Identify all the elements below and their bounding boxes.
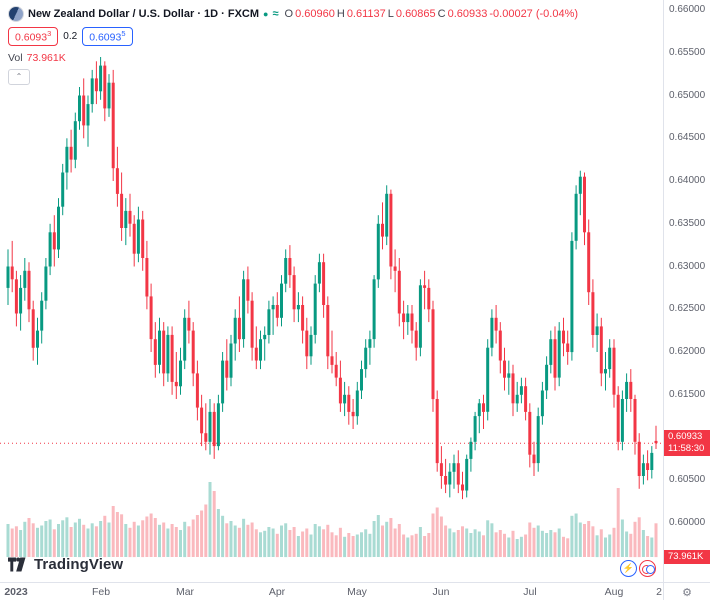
chart-legend: New Zealand Dollar / U.S. Dollar · 1D · …: [8, 6, 578, 85]
brand-text: TradingView: [34, 556, 124, 573]
high-label: H: [336, 8, 345, 20]
last-price-flag: 0.60933 11:58:30: [664, 430, 710, 456]
lightning-icon: ⚡: [622, 563, 635, 573]
quick-trade-button[interactable]: ⚡: [620, 560, 637, 577]
price-tick: 0.62000: [669, 346, 706, 357]
last-price-value: 0.60933: [668, 431, 703, 442]
price-tick: 0.64000: [669, 175, 706, 186]
price-tick: 0.60500: [669, 474, 706, 485]
low-label: L: [387, 8, 394, 20]
price-tick: 0.60000: [669, 517, 706, 528]
spread-value: 0.2: [63, 30, 78, 42]
price-tick: 0.64500: [669, 132, 706, 143]
price-axis[interactable]: 0.60933 11:58:30 73.961K 0.66000 0.65500 0…: [663, 0, 710, 582]
instrument-logo: [8, 6, 24, 22]
price-tick: 0.65000: [669, 90, 706, 101]
volume-value: 73.961K: [26, 51, 66, 64]
collapse-legend-button[interactable]: ⌃: [8, 68, 30, 85]
time-tick: 2: [656, 586, 662, 598]
price-tick: 0.65500: [669, 47, 706, 58]
time-tick: Jul: [523, 586, 537, 598]
bid-price-sup: 3: [47, 29, 52, 38]
price-tick: 0.61500: [669, 389, 706, 400]
price-tick: 0.66000: [669, 4, 706, 15]
tradingview-logo-icon: [8, 557, 26, 572]
close-value: 0.60933: [447, 8, 488, 20]
broker-offer-button[interactable]: [639, 560, 656, 577]
buy-ask-button[interactable]: 0.60935: [82, 27, 133, 46]
gear-icon: ⚙: [682, 586, 692, 599]
time-tick: Jun: [432, 586, 450, 598]
volume-axis-value: 73.961K: [668, 551, 704, 562]
offer-blue-circle-icon: [646, 565, 655, 574]
price-tick: 0.63000: [669, 261, 706, 272]
volume-axis-flag: 73.961K: [664, 550, 710, 564]
approx-values-icon: ≈: [272, 8, 279, 20]
volume-label: Vol: [8, 51, 23, 64]
sell-bid-button[interactable]: 0.60933: [8, 27, 59, 46]
time-tick: Mar: [175, 586, 195, 598]
time-axis[interactable]: 2023 Feb Mar Apr May Jun Jul Aug 2: [0, 582, 663, 600]
price-tick: 0.62500: [669, 303, 706, 314]
time-tick: 2023: [4, 586, 28, 598]
low-value: 0.60865: [395, 8, 436, 20]
market-open-dot-icon: ●: [263, 8, 269, 19]
time-tick: May: [347, 586, 367, 598]
ohlc-values: O 0.60960 H 0.61137 L 0.60865 C 0.60933 …: [285, 8, 579, 20]
ask-price: 0.6093: [89, 31, 122, 44]
bar-countdown: 11:58:30: [668, 443, 705, 454]
time-tick: Aug: [604, 586, 624, 598]
volume-legend: Vol 73.961K: [8, 52, 578, 64]
bid-price: 0.6093: [15, 31, 48, 44]
change-value: -0.00027 (-0.04%): [489, 8, 579, 20]
time-tick: Apr: [268, 586, 286, 598]
tradingview-brand[interactable]: TradingView: [8, 556, 123, 573]
high-value: 0.61137: [346, 8, 386, 20]
price-tick: 0.63500: [669, 218, 706, 229]
candlestick-chart-canvas[interactable]: [0, 0, 663, 582]
open-value: 0.60960: [295, 8, 335, 20]
close-label: C: [437, 8, 446, 20]
axis-settings-corner[interactable]: ⚙: [663, 582, 710, 600]
chevron-up-icon: ⌃: [15, 72, 23, 81]
time-tick: Feb: [91, 586, 111, 598]
open-label: O: [284, 8, 294, 20]
symbol-title[interactable]: New Zealand Dollar / U.S. Dollar · 1D · …: [28, 8, 260, 20]
floating-buttons: ⚡: [620, 560, 656, 577]
ask-price-sup: 5: [121, 29, 126, 38]
